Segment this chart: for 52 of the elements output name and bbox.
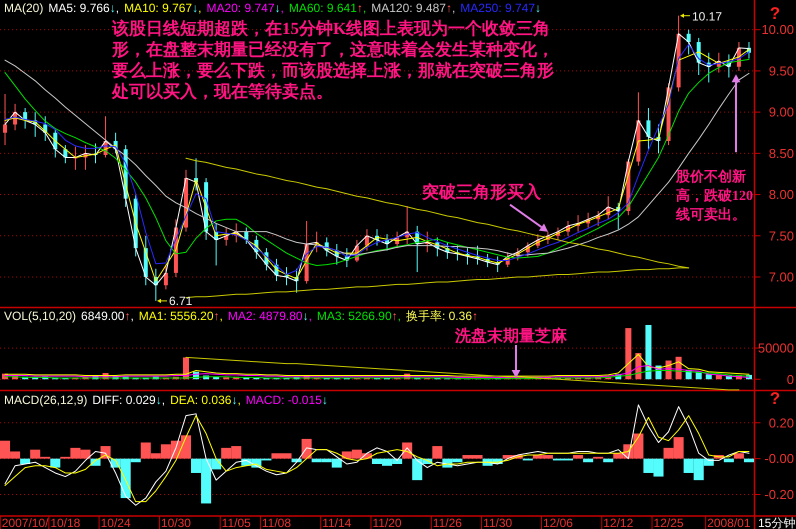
annotation: 10.17 [692,10,722,24]
y-tick-label: -0.00 [764,451,794,466]
x-tick-label: 12/12 [603,516,634,529]
annotation: 突破三角形买入 [421,182,542,202]
annotation: 洗盘末期量芝麻 [454,327,568,346]
annotation: 该股日线短期超跌，在15分钟K线图上表现为一个收敛三角形，在盘整末期量已经没有了，这意味着会发生某种变化，要么上涨，要么下跌，而该股选择上涨，那就在突破三角形处可以买入，现在等待卖点。 [111,19,554,101]
annotation: 6849.00↑, [81,309,134,323]
y-tick-label: 9.50 [768,63,794,78]
y-tick-label: 0 [786,372,794,387]
annotation: 换手率: 0.36↑ [406,309,478,323]
text: 15分钟 [758,516,796,529]
legend-label: MA20: 9.747↓, [206,1,284,15]
x-tick-label: 11/08 [262,516,292,529]
x-tick-label: 10/24 [100,516,131,529]
y-tick-label: 10.00 [761,22,794,38]
text: MA1: 5556.20↑, [138,309,223,323]
x-tick-label: 11/05 [222,516,252,529]
x-tick-label: 11/20 [372,516,402,529]
y-tick-label: -0.20 [764,486,794,502]
text: MA2: 4879.80↓, [228,309,312,323]
x-tick-label: 11/30 [483,516,513,529]
x-tick-label: 11/14 [322,516,352,529]
text: ? [770,389,780,408]
x-tick-label: 11/26 [432,516,462,529]
annotation: 股价不创新高，跌破120线可卖出。 [675,168,753,224]
text: MA250: 9.747↓ [460,1,542,15]
x-tick-label: 10/18 [50,516,81,529]
x-tick-label: 2007/10/ [2,516,50,529]
y-tick-label: 9.00 [768,104,794,120]
text: ? [770,4,780,23]
chart-title: MACD(26,12,9) [4,393,88,407]
text: MA60: 9.641↑, [288,1,366,15]
annotation: 6.71 [169,294,193,308]
y-tick-label: 0.20 [768,415,794,430]
x-tick-label: 2008/01 [707,516,751,529]
y-tick-label: 50000 [758,340,794,356]
text: MACD: -0.015↓ [246,393,328,407]
series-label: DEA: 0.036↓, [170,393,241,407]
series-label: DIFF: 0.029↓, [92,393,166,407]
x-tick-label: 12/06 [542,516,574,529]
text: MA3: 5266.90↑, [316,309,401,323]
text: MA5: 9.766↓, [48,1,120,15]
text: MA10: 9.767↓, [124,1,202,15]
chart-title: VOL(5,10,20) [4,309,76,323]
y-tick-label: 7.50 [768,228,794,244]
x-tick-label: 10/30 [160,516,192,529]
text: MA120: 9.487↑, [371,1,456,15]
y-tick-label: 8.00 [768,187,794,202]
y-tick-label: 8.50 [768,146,794,161]
chart-title: MA(20) [4,1,44,15]
x-tick-label: 12/25 [654,516,684,529]
y-tick-label: 7.00 [768,269,794,284]
